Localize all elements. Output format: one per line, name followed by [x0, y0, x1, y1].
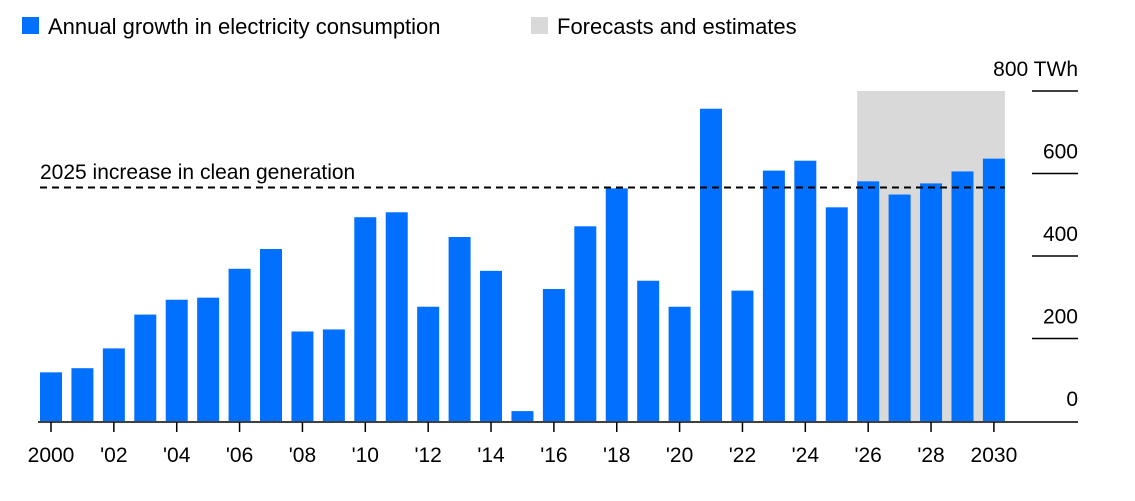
x-tick-label-2020: '20 [666, 444, 693, 467]
bar-2030 [982, 158, 1005, 421]
bar-2018 [605, 188, 628, 421]
bar-2016 [542, 289, 565, 421]
x-tick-label-2012: '12 [414, 444, 441, 467]
bar-2024 [794, 160, 817, 421]
legend-label-forecast: Forecasts and estimates [557, 14, 797, 39]
x-tick-label-2010: '10 [352, 444, 379, 467]
legend-swatch-growth [22, 17, 39, 34]
legend-swatch-forecast [531, 17, 548, 34]
bar-2017 [574, 226, 597, 421]
x-tick-label-2004: '04 [163, 444, 191, 467]
y-tick-label-200: 200 [1043, 306, 1078, 329]
bar-2002 [102, 348, 125, 421]
bar-2023 [762, 170, 785, 421]
bar-2021 [700, 108, 723, 422]
bar-2008 [291, 331, 314, 421]
x-tick-label-2008: '08 [289, 444, 316, 467]
bar-2020 [668, 306, 691, 421]
bar-2010 [354, 217, 377, 421]
x-tick-label-2006: '06 [226, 444, 253, 467]
bar-2029 [951, 171, 974, 421]
x-tick-label-2030: 2030 [971, 444, 1018, 467]
x-tick-label-2028: '28 [917, 444, 944, 467]
x-tick-label-2014: '14 [477, 444, 505, 467]
bar-2019 [637, 280, 660, 421]
reference-line-label: 2025 increase in clean generation [40, 161, 355, 184]
y-tick-label-600: 600 [1043, 141, 1078, 164]
x-tick-label-2024: '24 [792, 444, 820, 467]
bar-2012 [417, 306, 440, 421]
bar-2004 [165, 299, 188, 421]
bar-2006 [228, 268, 251, 421]
bar-2007 [260, 248, 283, 421]
bar-2015 [511, 411, 534, 421]
x-tick-label-2022: '22 [729, 444, 756, 467]
bar-2027 [888, 194, 911, 421]
x-tick-label-2026: '26 [854, 444, 881, 467]
bar-2022 [731, 290, 754, 421]
bar-2014 [480, 270, 503, 421]
bar-2026 [857, 181, 880, 421]
bar-2028 [920, 183, 943, 421]
legend: Annual growth in electricity consumption… [22, 14, 797, 39]
y-tick-label-400: 400 [1043, 223, 1078, 246]
bar-2025 [825, 207, 848, 421]
x-tick-label-2018: '18 [603, 444, 630, 467]
bar-2013 [448, 237, 471, 421]
bar-2011 [385, 212, 408, 421]
bar-2003 [134, 314, 157, 421]
x-tick-label-2016: '16 [540, 444, 567, 467]
bar-2001 [71, 368, 94, 421]
y-tick-label-800: 800 TWh [993, 58, 1078, 81]
y-tick-label-0: 0 [1066, 388, 1078, 411]
bar-2005 [197, 297, 220, 421]
bar-2009 [322, 329, 345, 421]
bar-2000 [40, 372, 62, 421]
legend-label-growth: Annual growth in electricity consumption [48, 14, 441, 39]
x-tick-label-2002: '02 [100, 444, 127, 467]
x-tick-label-2000: 2000 [28, 444, 75, 467]
